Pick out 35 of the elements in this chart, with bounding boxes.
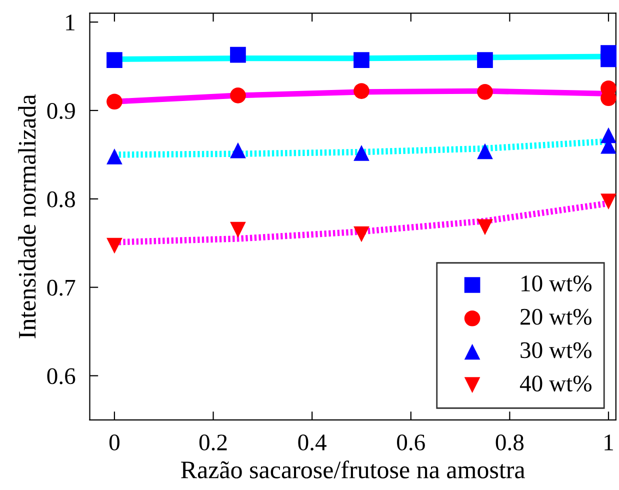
- x-tick-label: 0.2: [199, 434, 227, 451]
- point: [230, 142, 246, 158]
- y-tick-label: 0.7: [47, 280, 76, 296]
- legend-label: 10 wt%: [522, 276, 592, 292]
- legend-label: 30 wt%: [520, 342, 592, 358]
- x-tick-label: 1: [604, 434, 613, 450]
- y-tick-label: 0.6: [47, 368, 76, 384]
- point: [477, 84, 493, 100]
- point: [354, 52, 370, 68]
- legend-label: 40 wt%: [520, 376, 592, 392]
- point: [354, 83, 370, 99]
- point: [230, 88, 246, 104]
- y-tick-label: 1: [66, 14, 74, 30]
- x-tick-label: 0.8: [496, 434, 524, 451]
- point: [106, 148, 122, 164]
- x-tick-label: 0: [109, 434, 120, 450]
- point: [477, 219, 493, 236]
- point: [106, 52, 122, 68]
- x-axis-title: Razão sacarose/frutose na amostra: [181, 460, 525, 478]
- point: [600, 51, 616, 68]
- point: [354, 226, 370, 242]
- point: [230, 46, 246, 63]
- point: [354, 145, 370, 161]
- y-axis-title: Intensidade normalizada: [18, 94, 36, 338]
- point: [600, 194, 616, 210]
- legend-label: 20 wt%: [520, 308, 592, 325]
- point: [477, 52, 493, 68]
- y-tick-label: 0.8: [47, 191, 75, 208]
- point: [230, 222, 246, 238]
- point: [106, 238, 122, 254]
- point: [106, 94, 122, 110]
- x-tick-label: 0.4: [298, 434, 326, 451]
- point: [477, 143, 493, 160]
- x-tick-label: 0.6: [397, 434, 425, 451]
- y-tick-label: 0.9: [47, 102, 75, 120]
